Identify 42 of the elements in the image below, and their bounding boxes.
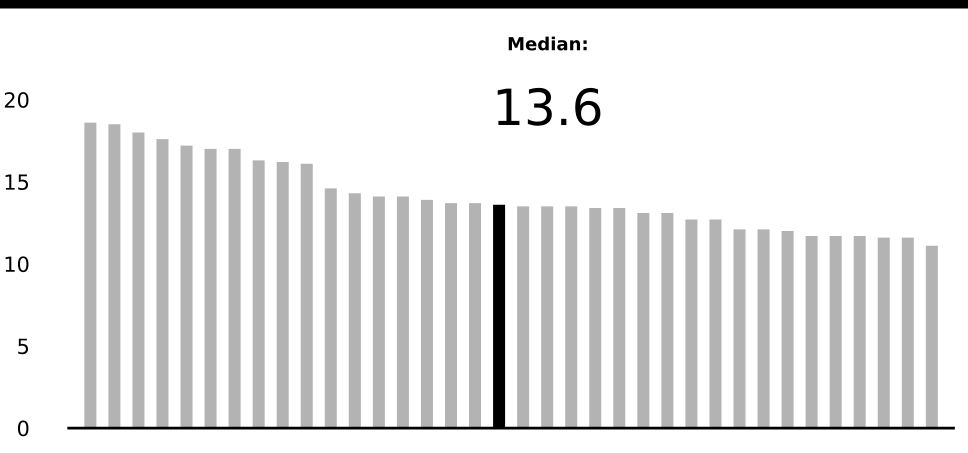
bar: [806, 236, 818, 428]
bar: [204, 148, 217, 428]
bar: [276, 162, 289, 428]
y-tick-label: 5: [18, 338, 28, 354]
bar: [878, 238, 890, 428]
bar: [252, 160, 265, 428]
bar: [926, 246, 938, 428]
bar: [661, 212, 674, 428]
bar: [348, 193, 361, 428]
bar: [854, 236, 866, 428]
bar: [782, 231, 794, 428]
bar: [156, 139, 169, 428]
bar: [372, 196, 385, 428]
bar: [84, 122, 96, 428]
bar: [733, 229, 746, 428]
bar: [469, 203, 482, 428]
bar: [444, 203, 458, 428]
bar: [300, 164, 313, 428]
bar: [758, 229, 770, 428]
annotation: 13.6: [498, 88, 600, 126]
bar: [830, 236, 842, 428]
bar: [132, 132, 144, 428]
bar: [228, 148, 241, 428]
bar: [902, 238, 914, 428]
y-tick-label: 20: [4, 92, 28, 108]
bar: [541, 206, 554, 428]
bar: [420, 200, 433, 428]
bar: [324, 188, 337, 428]
y-tick-label: 0: [18, 420, 28, 436]
bar: [517, 206, 530, 428]
y-tick-label: 10: [6, 256, 28, 272]
bar: [565, 206, 578, 428]
y-tick-label: 15: [6, 174, 28, 190]
text: Median:: [508, 36, 587, 51]
bar: [685, 220, 698, 428]
bar: [396, 196, 409, 428]
bar: [108, 124, 120, 428]
bar: [589, 208, 602, 428]
bar: [637, 212, 650, 428]
bar: [613, 208, 626, 428]
bar: [180, 146, 193, 428]
bar: [709, 220, 722, 428]
